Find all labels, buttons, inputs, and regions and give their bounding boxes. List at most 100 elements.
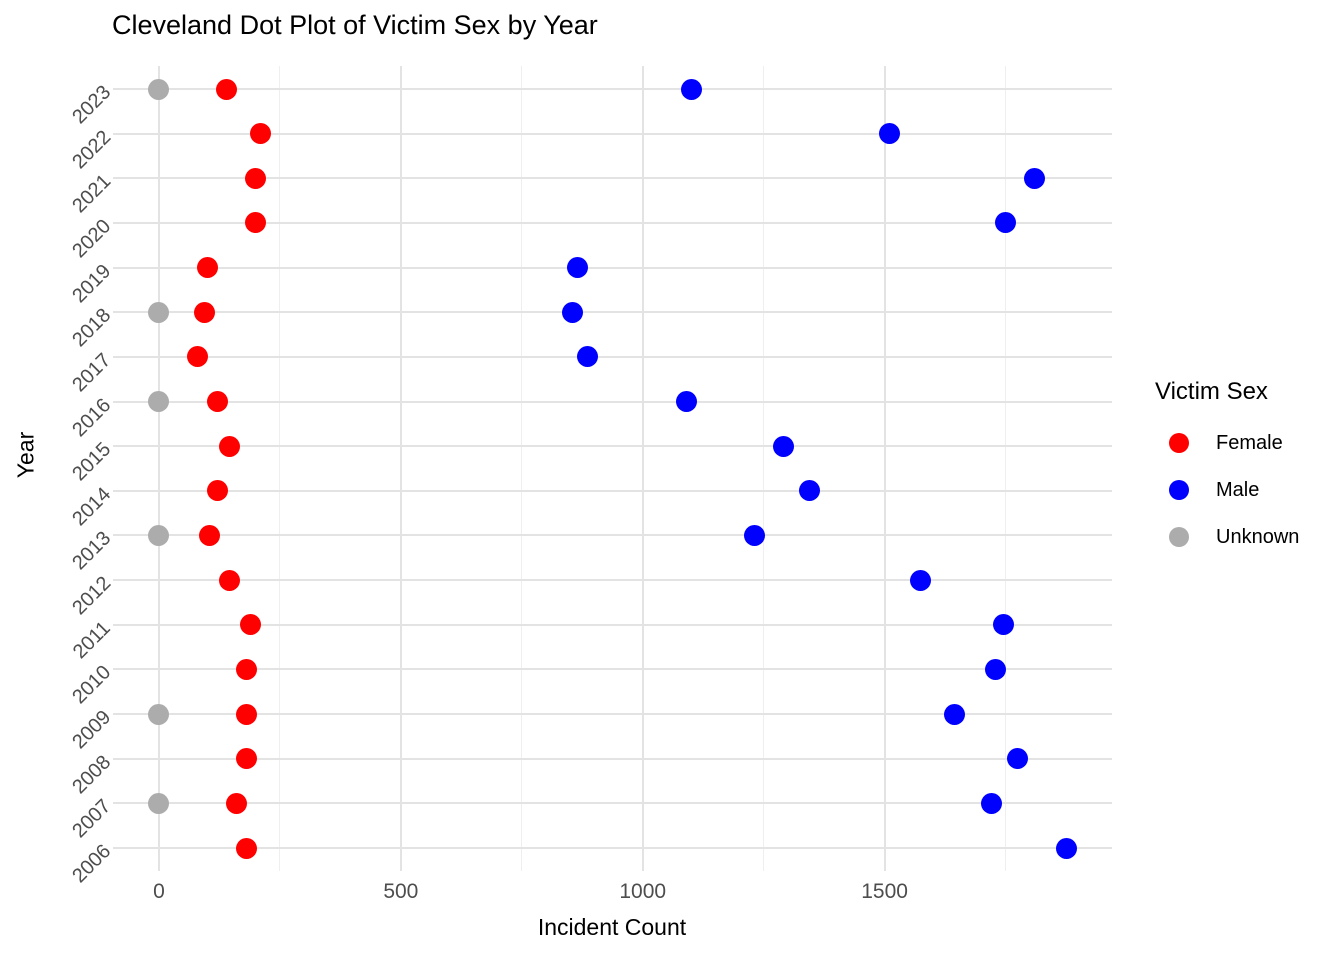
dot-unknown-2007 bbox=[148, 792, 170, 814]
gridline-minor-vertical bbox=[1005, 66, 1007, 871]
dot-male-2014 bbox=[799, 480, 821, 502]
y-tick-label: 2009 bbox=[67, 706, 115, 754]
dot-male-2017 bbox=[576, 346, 598, 368]
dot-male-2016 bbox=[675, 391, 697, 413]
dot-female-2021 bbox=[245, 167, 267, 189]
legend-swatch-unknown bbox=[1169, 527, 1189, 547]
gridline-horizontal-year bbox=[113, 847, 1112, 849]
gridline-minor-vertical bbox=[521, 66, 523, 871]
dot-male-2018 bbox=[562, 301, 584, 323]
y-tick-label: 2007 bbox=[67, 795, 115, 843]
x-axis-title: Incident Count bbox=[537, 914, 687, 940]
dot-male-2021 bbox=[1024, 167, 1046, 189]
x-tick-label: 1500 bbox=[861, 880, 908, 903]
dot-female-2019 bbox=[196, 257, 218, 279]
dot-male-2022 bbox=[878, 123, 900, 145]
y-tick-label: 2016 bbox=[67, 393, 115, 441]
dot-male-2023 bbox=[680, 78, 702, 100]
dot-female-2006 bbox=[235, 837, 257, 859]
x-axis-tick-labels: 0 500 1000 1500 bbox=[0, 880, 1344, 906]
gridline-major-vertical bbox=[883, 66, 886, 871]
x-tick-label: 500 bbox=[383, 880, 419, 903]
legend-swatch-male bbox=[1169, 480, 1189, 500]
dot-male-2009 bbox=[944, 703, 966, 725]
y-tick-label: 2015 bbox=[67, 438, 115, 486]
gridline-horizontal-year bbox=[113, 88, 1112, 90]
gridline-minor-vertical bbox=[763, 66, 765, 871]
gridline-major-vertical bbox=[157, 66, 160, 871]
y-tick-label: 2019 bbox=[67, 259, 115, 307]
dot-unknown-2023 bbox=[148, 78, 170, 100]
chart-title: Cleveland Dot Plot of Victim Sex by Year bbox=[112, 10, 598, 40]
gridline-horizontal-year bbox=[113, 668, 1112, 671]
plot-panel bbox=[113, 66, 1112, 871]
gridline-horizontal-year bbox=[113, 132, 1112, 135]
y-tick-label: 2021 bbox=[67, 170, 115, 218]
dot-unknown-2016 bbox=[148, 391, 170, 413]
dot-male-2006 bbox=[1055, 837, 1077, 859]
gridline-horizontal-year bbox=[113, 311, 1112, 314]
y-tick-label: 2010 bbox=[67, 661, 115, 709]
dot-male-2013 bbox=[743, 524, 765, 546]
dot-unknown-2013 bbox=[148, 524, 170, 546]
y-tick-label: 2011 bbox=[68, 616, 115, 663]
gridline-major-vertical bbox=[399, 66, 402, 871]
y-tick-label: 2020 bbox=[67, 215, 115, 263]
dot-female-2020 bbox=[245, 212, 267, 234]
gridline-horizontal-year bbox=[113, 221, 1112, 224]
dot-male-2012 bbox=[910, 569, 932, 591]
dot-male-2011 bbox=[992, 614, 1014, 636]
dot-female-2013 bbox=[199, 524, 221, 546]
dot-female-2015 bbox=[218, 435, 240, 457]
legend-item-male: Male bbox=[1169, 475, 1259, 505]
legend-swatch-female bbox=[1169, 433, 1189, 453]
y-tick-label: 2022 bbox=[67, 125, 115, 173]
dot-female-2023 bbox=[216, 78, 238, 100]
gridline-horizontal-year bbox=[113, 757, 1112, 760]
gridline-horizontal-year bbox=[113, 579, 1112, 582]
gridline-minor-vertical bbox=[279, 66, 281, 871]
dot-unknown-2018 bbox=[148, 301, 170, 323]
y-tick-label: 2017 bbox=[67, 349, 115, 397]
y-tick-label: 2018 bbox=[67, 304, 115, 352]
y-tick-label: 2008 bbox=[67, 750, 115, 798]
dot-female-2007 bbox=[225, 792, 247, 814]
gridline-major-vertical bbox=[641, 66, 644, 871]
y-tick-label: 2023 bbox=[67, 81, 115, 129]
legend-title: Victim Sex bbox=[1155, 378, 1268, 405]
y-axis-title: Year bbox=[12, 431, 39, 479]
dot-male-2019 bbox=[566, 257, 588, 279]
dot-female-2017 bbox=[187, 346, 209, 368]
dot-female-2016 bbox=[206, 391, 228, 413]
gridline-horizontal-year bbox=[113, 489, 1112, 492]
gridline-horizontal-year bbox=[113, 445, 1112, 448]
dot-female-2008 bbox=[235, 748, 257, 770]
gridline-horizontal-year bbox=[113, 623, 1112, 626]
dot-female-2012 bbox=[218, 569, 240, 591]
gridline-horizontal-year bbox=[113, 534, 1112, 537]
dot-female-2009 bbox=[235, 703, 257, 725]
y-tick-label: 2014 bbox=[67, 483, 115, 531]
y-tick-label: 2013 bbox=[67, 527, 115, 575]
dot-unknown-2009 bbox=[148, 703, 170, 725]
dot-female-2010 bbox=[235, 658, 257, 680]
dot-male-2007 bbox=[980, 792, 1002, 814]
legend-item-female: Female bbox=[1169, 428, 1283, 458]
dot-female-2011 bbox=[240, 614, 262, 636]
gridline-horizontal-year bbox=[113, 400, 1112, 403]
gridline-horizontal-year bbox=[113, 802, 1112, 805]
gridline-horizontal-year bbox=[113, 177, 1112, 180]
dot-female-2018 bbox=[194, 301, 216, 323]
gridline-horizontal-year bbox=[113, 266, 1112, 269]
dot-female-2014 bbox=[206, 480, 228, 502]
y-tick-label: 2012 bbox=[67, 572, 115, 620]
legend-label: Male bbox=[1216, 478, 1260, 501]
legend-label: Female bbox=[1216, 431, 1283, 454]
gridline-horizontal-year bbox=[113, 355, 1112, 358]
x-tick-label: 0 bbox=[153, 880, 165, 903]
dot-male-2008 bbox=[1007, 748, 1029, 770]
dot-male-2015 bbox=[772, 435, 794, 457]
legend-label: Unknown bbox=[1216, 525, 1300, 548]
gridline-horizontal-year bbox=[113, 713, 1112, 716]
